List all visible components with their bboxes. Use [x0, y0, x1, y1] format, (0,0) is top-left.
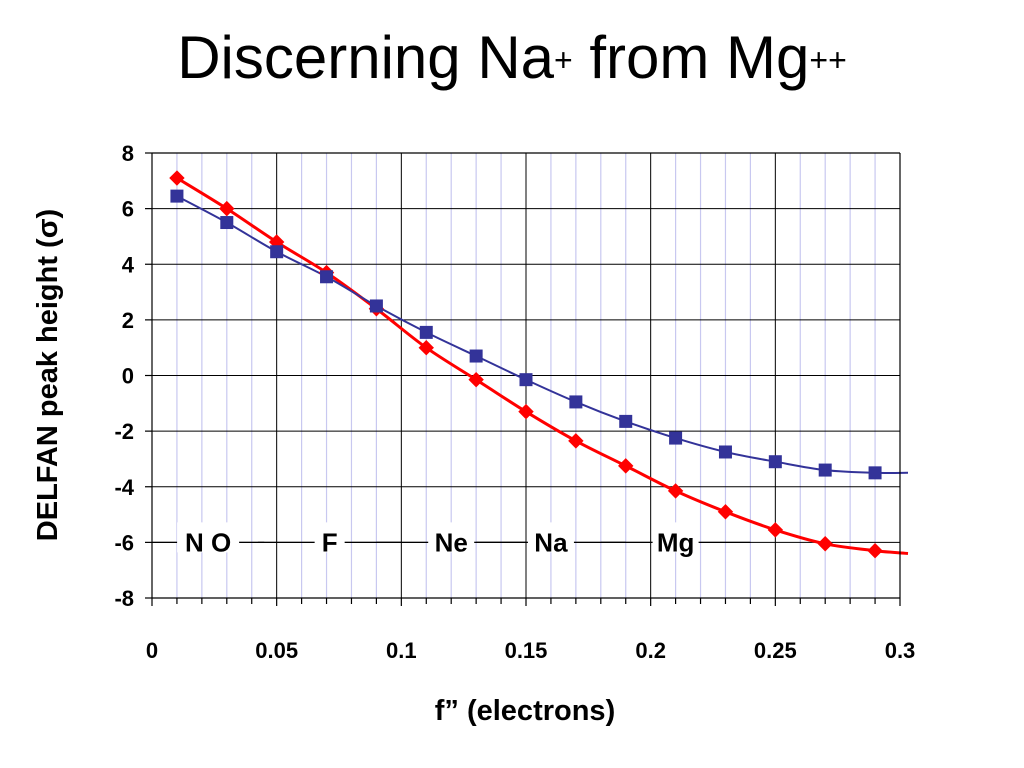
title-sup-plusplus: ++ [809, 42, 847, 78]
series-markers [169, 170, 883, 559]
diamond-marker [867, 543, 883, 559]
y-tick-label: -4 [114, 475, 134, 500]
square-marker [619, 414, 633, 428]
square-marker [519, 373, 533, 387]
square-marker [818, 463, 832, 477]
series-line-0 [176, 176, 909, 555]
title-sup-plus: + [554, 42, 573, 78]
annotation-label: Na [534, 527, 568, 557]
x-tick-label: 0.2 [635, 638, 666, 663]
x-tick-label: 0.1 [386, 638, 417, 663]
square-marker [419, 325, 433, 339]
x-tick-label: 0.25 [754, 638, 797, 663]
y-tick-labels: 8 6 4 2 0 -2 -4 -6 -8 [114, 141, 134, 611]
square-marker [669, 431, 683, 445]
annotation-label-bg [428, 522, 475, 553]
x-tick-label: 0.05 [255, 638, 298, 663]
y-tick-label: -8 [114, 586, 134, 611]
annotation-label-bg [527, 522, 574, 553]
page-title: Discerning Na+ from Mg++ [0, 22, 1024, 94]
annotation-label-bg [314, 522, 345, 553]
square-marker [220, 216, 234, 230]
y-tick-label: 2 [122, 308, 134, 333]
square-marker [569, 395, 583, 409]
square-marker [768, 455, 782, 469]
title-middle: from Mg [572, 24, 810, 91]
y-tick-label: 6 [122, 197, 134, 222]
diamond-marker [468, 371, 484, 388]
diamond-marker [817, 536, 833, 552]
diamond-marker [418, 339, 434, 356]
series-lines [176, 176, 909, 555]
title-text: Discerning Na [177, 24, 555, 91]
x-tick-label: 0.15 [505, 638, 548, 663]
square-marker [718, 445, 732, 459]
annotation-label-bg [177, 522, 240, 553]
y-tick-label: -2 [114, 419, 134, 444]
element-range-annotations: N O F Ne Na Mg [152, 522, 751, 557]
x-tick-labels: 0 0.05 0.1 0.15 0.2 0.25 0.3 [146, 638, 915, 663]
y-tick-label: 8 [122, 141, 134, 166]
diamond-marker [219, 200, 235, 217]
square-marker [868, 466, 882, 480]
y-axis-label: DELFAN peak height (σ) [32, 209, 64, 541]
x-axis-label: f” (electrons) [435, 695, 615, 727]
y-tick-label: 0 [122, 364, 134, 389]
square-marker [170, 189, 184, 203]
diamond-marker [667, 483, 684, 499]
y-tick-label: -6 [114, 530, 134, 555]
square-marker [369, 299, 383, 313]
annotation-label: F [322, 527, 338, 557]
diamond-marker [568, 433, 584, 449]
diamond-marker [618, 458, 634, 474]
square-marker [270, 245, 284, 259]
series-line-1 [176, 195, 909, 475]
annotation-label: Ne [435, 527, 468, 557]
square-marker [320, 270, 334, 284]
annotation-label: N O [185, 527, 231, 557]
x-tick-label: 0.3 [885, 638, 916, 663]
axes [145, 152, 901, 606]
x-tick-label: 0 [146, 638, 158, 663]
y-tick-label: 4 [122, 252, 135, 277]
square-marker [469, 349, 483, 363]
annotation-label: Mg [657, 527, 695, 557]
diamond-marker [717, 504, 734, 520]
annotation-label-bg [652, 522, 699, 553]
diamond-marker [518, 403, 534, 420]
diamond-marker [767, 522, 784, 538]
diamond-marker [169, 170, 185, 186]
